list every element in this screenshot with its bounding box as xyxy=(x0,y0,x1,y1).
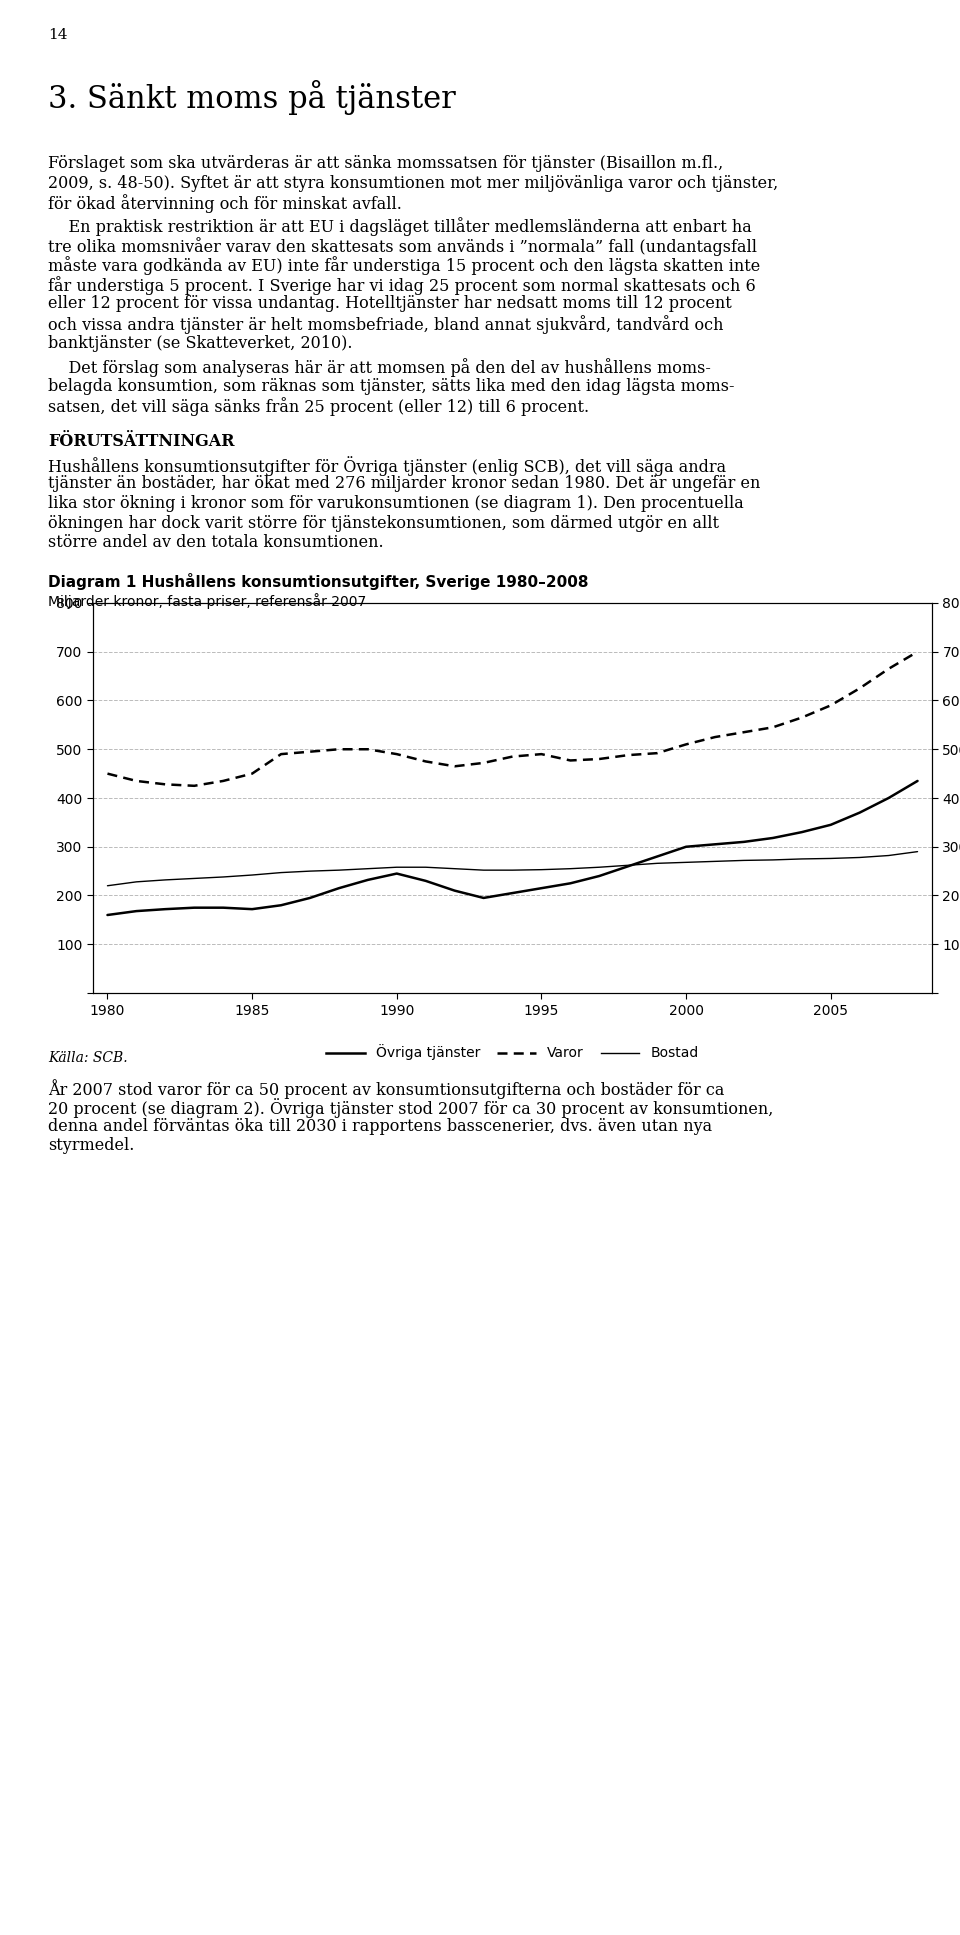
Text: ökningen har dock varit större för tjänstekonsumtionen, som därmed utgör en allt: ökningen har dock varit större för tjäns… xyxy=(48,515,719,532)
Text: 14: 14 xyxy=(48,27,67,43)
Text: 2009, s. 48-50). Syftet är att styra konsumtionen mot mer miljövänliga varor och: 2009, s. 48-50). Syftet är att styra kon… xyxy=(48,174,779,192)
Text: Källa: SCB.: Källa: SCB. xyxy=(48,1051,128,1064)
Text: satsen, det vill säga sänks från 25 procent (eller 12) till 6 procent.: satsen, det vill säga sänks från 25 proc… xyxy=(48,397,589,416)
Text: Förslaget som ska utvärderas är att sänka momssatsen för tjänster (Bisaillon m.f: Förslaget som ska utvärderas är att sänk… xyxy=(48,155,723,172)
Text: tjänster än bostäder, har ökat med 276 miljarder kronor sedan 1980. Det är ungef: tjänster än bostäder, har ökat med 276 m… xyxy=(48,476,760,493)
Text: belagda konsumtion, som räknas som tjänster, sätts lika med den idag lägsta moms: belagda konsumtion, som räknas som tjäns… xyxy=(48,377,734,395)
Text: måste vara godkända av EU) inte får understiga 15 procent och den lägsta skatten: måste vara godkända av EU) inte får unde… xyxy=(48,257,760,275)
Text: 20 procent (se diagram 2). Övriga tjänster stod 2007 för ca 30 procent av konsum: 20 procent (se diagram 2). Övriga tjänst… xyxy=(48,1099,774,1118)
Text: denna andel förväntas öka till 2030 i rapportens basscenerier, dvs. även utan ny: denna andel förväntas öka till 2030 i ra… xyxy=(48,1118,712,1136)
Text: eller 12 procent för vissa undantag. Hotelltjänster har nedsatt moms till 12 pro: eller 12 procent för vissa undantag. Hot… xyxy=(48,296,732,312)
Text: Miljarder kronor, fasta priser, referensår 2007: Miljarder kronor, fasta priser, referens… xyxy=(48,592,367,610)
Text: FÖRUTSÄTTNINGAR: FÖRUTSÄTTNINGAR xyxy=(48,433,234,449)
Text: större andel av den totala konsumtionen.: större andel av den totala konsumtionen. xyxy=(48,534,384,551)
Text: och vissa andra tjänster är helt momsbefriade, bland annat sjukvård, tandvård oc: och vissa andra tjänster är helt momsbef… xyxy=(48,315,724,335)
Text: Diagram 1 Hushållens konsumtionsutgifter, Sverige 1980–2008: Diagram 1 Hushållens konsumtionsutgifter… xyxy=(48,573,588,590)
Text: En praktisk restriktion är att EU i dagsläget tillåter medlemsländerna att enbar: En praktisk restriktion är att EU i dags… xyxy=(48,217,752,236)
Text: Hushållens konsumtionsutgifter för Övriga tjänster (enlig SCB), det vill säga an: Hushållens konsumtionsutgifter för Övrig… xyxy=(48,457,726,476)
Text: banktjänster (se Skatteverket, 2010).: banktjänster (se Skatteverket, 2010). xyxy=(48,335,352,352)
Text: får understiga 5 procent. I Sverige har vi idag 25 procent som normal skattesats: får understiga 5 procent. I Sverige har … xyxy=(48,277,756,294)
Legend: Övriga tjänster, Varor, Bostad: Övriga tjänster, Varor, Bostad xyxy=(321,1039,705,1066)
Text: Det förslag som analyseras här är att momsen på den del av hushållens moms-: Det förslag som analyseras här är att mo… xyxy=(48,358,710,377)
Text: tre olika momsnivåer varav den skattesats som används i ”normala” fall (undantag: tre olika momsnivåer varav den skattesat… xyxy=(48,236,757,255)
Text: 3. Sänkt moms på tjänster: 3. Sänkt moms på tjänster xyxy=(48,79,456,114)
Text: för ökad återvinning och för minskat avfall.: för ökad återvinning och för minskat avf… xyxy=(48,194,402,213)
Text: styrmedel.: styrmedel. xyxy=(48,1138,134,1155)
Text: År 2007 stod varor för ca 50 procent av konsumtionsutgifterna och bostäder för c: År 2007 stod varor för ca 50 procent av … xyxy=(48,1080,725,1099)
Text: lika stor ökning i kronor som för varukonsumtionen (se diagram 1). Den procentue: lika stor ökning i kronor som för varuko… xyxy=(48,495,744,513)
